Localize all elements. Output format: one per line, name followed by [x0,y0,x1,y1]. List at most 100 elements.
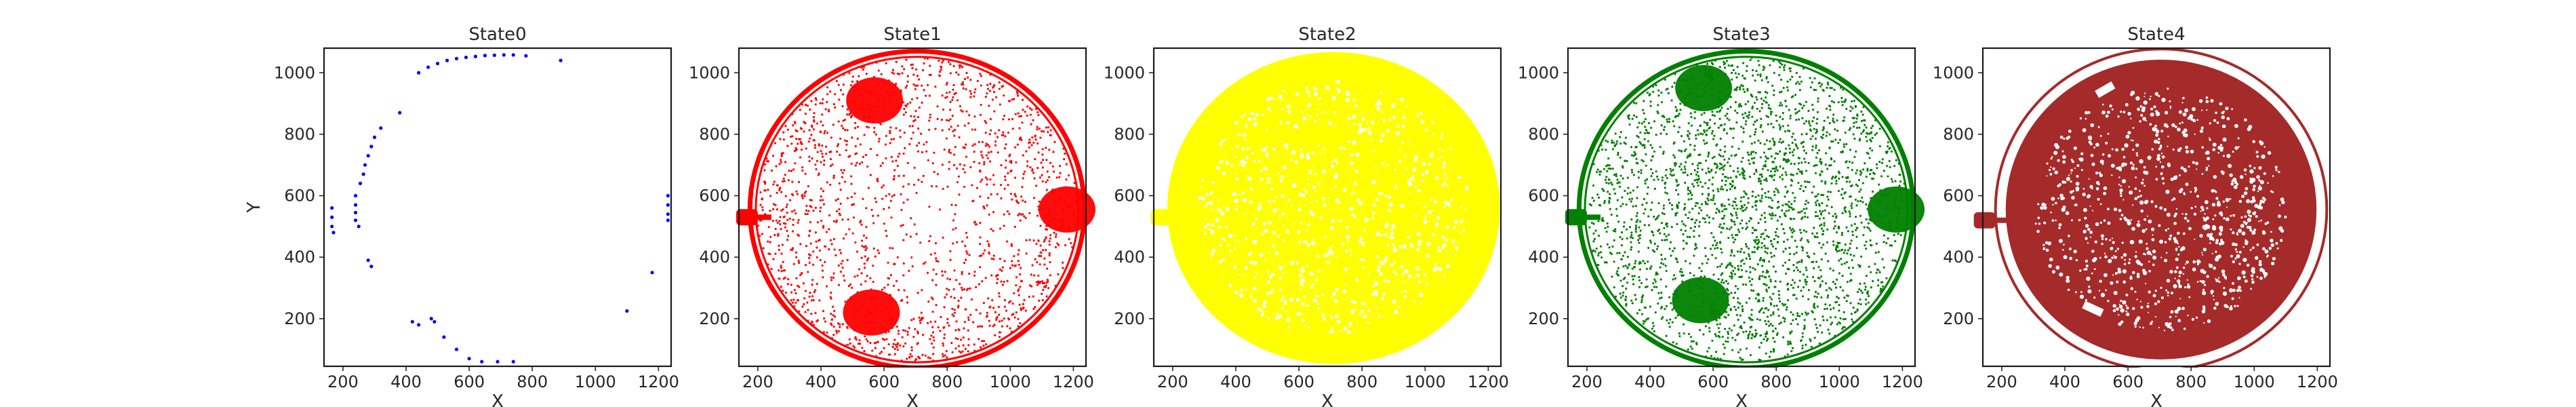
data-point [999,103,1001,106]
data-point [1613,174,1616,176]
data-point [1753,141,1756,144]
data-point [1784,195,1786,198]
data-point [1826,204,1828,207]
gap [1234,235,1236,237]
data-point [1780,90,1783,93]
data-point [1638,220,1642,223]
data-point [1742,117,1745,119]
gap [1233,265,1237,269]
data-point [1840,100,1843,103]
gap [1204,205,1207,208]
data-point [1859,214,1862,217]
gap [1349,206,1354,211]
data-point [811,295,814,298]
data-point [965,308,967,311]
gap [1433,266,1438,271]
data-point [1764,250,1767,253]
data-point [877,69,880,72]
data-point [1768,324,1771,327]
gap [1443,181,1447,185]
data-point [792,124,794,127]
data-point [1637,235,1640,237]
data-point [1747,117,1750,119]
data-point [1707,155,1710,158]
data-point [1861,130,1865,133]
data-point [1815,132,1817,134]
data-point [988,145,991,148]
data-point [492,53,496,58]
data-point [1624,189,1626,192]
data-point [969,287,971,290]
data-point [911,125,914,128]
data-point [1734,338,1737,342]
data-point [1661,258,1664,261]
data-point [1032,307,1035,310]
data-point [771,154,775,157]
data-point [1043,263,1046,266]
data-point [1750,93,1753,96]
data-point [1683,208,1685,211]
data-point [1652,282,1655,285]
data-point [903,289,906,292]
gap [1264,153,1268,155]
data-point [1864,288,1867,291]
data-point [1819,213,1823,216]
data-point [1620,244,1623,247]
data-point [767,240,769,243]
gap [1266,145,1268,148]
data-point [901,336,904,338]
data-point [841,176,843,178]
data-point [1833,88,1836,91]
data-point [1004,135,1007,138]
data-point [1690,197,1693,200]
data-point [1742,75,1744,77]
data-point [1755,96,1758,98]
data-point [1791,136,1794,138]
data-point [1737,105,1741,108]
data-point [961,350,964,353]
gap [1375,292,1378,296]
data-point [1665,168,1668,172]
data-point [1854,198,1857,201]
data-point [1646,285,1649,288]
data-point [891,195,893,198]
data-point [1800,237,1803,240]
data-point [1742,358,1744,361]
gap [1211,248,1216,253]
gap [1236,206,1238,208]
data-point [1723,128,1726,131]
data-point [1019,267,1022,269]
data-point [948,324,950,327]
gap [1281,175,1285,179]
data-point [1800,231,1803,234]
data-point [942,236,944,239]
data-point [1770,170,1773,173]
data-point [1815,195,1818,197]
gap [1327,111,1329,114]
data-point [1876,167,1878,170]
data-point [786,128,790,131]
data-point [1741,227,1744,229]
data-point [845,233,847,236]
x-tick-label: 1000 [1405,372,1446,391]
data-point [1867,294,1870,298]
data-point [912,317,915,320]
data-point [1817,100,1819,103]
data-point [1604,261,1607,264]
gap [1406,105,1409,108]
data-point [1051,165,1054,168]
data-point [844,344,847,347]
data-point [1032,295,1034,298]
data-point [1674,156,1676,159]
data-point [1729,165,1731,168]
data-point [935,273,938,275]
data-point [1759,309,1763,311]
gap [1322,317,1326,321]
data-point [1021,121,1024,124]
data-point [1745,330,1748,333]
gap [1352,115,1356,119]
data-point [1624,142,1627,145]
data-point [1708,153,1710,155]
data-point [945,119,948,121]
gap [1277,207,1280,210]
